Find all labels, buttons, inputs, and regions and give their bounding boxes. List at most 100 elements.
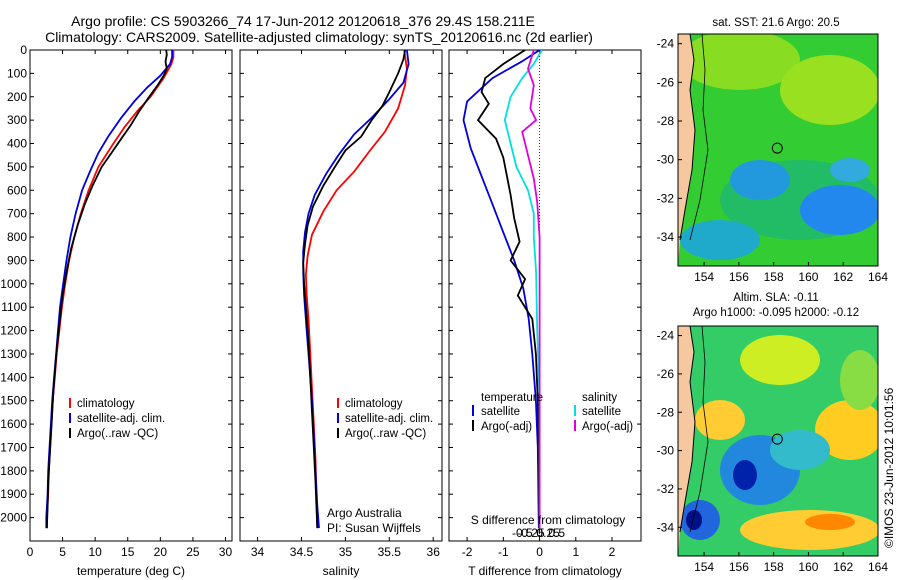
legend-label-satellite: satellite-adj. clim. [77, 413, 165, 425]
x-tick-label: 0 [536, 545, 543, 559]
depth-tick-label: 400 [7, 137, 27, 151]
lat-tick-label: -32 [657, 482, 675, 496]
lat-tick-label: -28 [657, 405, 675, 419]
argo-position-marker [771, 142, 783, 154]
sla-map-frame [677, 325, 879, 557]
x-tick-label: 34.5 [290, 545, 314, 559]
depth-tick-label: 0 [20, 43, 27, 57]
sla-map-panel: Altim. SLA: -0.11 Argo h1000: -0.095 h20… [657, 292, 889, 574]
legend-label-argo: Argo(..raw -QC) [345, 428, 426, 440]
salinity-xlabel: salinity [323, 564, 360, 578]
temperature-x-axis: 0 5 10 15 20 25 30 [27, 49, 233, 559]
difference-top-label: S difference from climatology [471, 513, 626, 527]
depth-tick-label: 1800 [0, 464, 27, 478]
salinity-lines [302, 50, 410, 529]
depth-tick-label: 200 [7, 90, 27, 104]
salinity-legend: climatology satellite-adj. clim. Argo(..… [337, 398, 433, 440]
lon-tick-label: 162 [833, 560, 853, 574]
depth-tick-label: 900 [7, 253, 27, 267]
x-tick-label: 5 [59, 545, 66, 559]
legend-label-temp-argo: Argo(-adj) [481, 421, 532, 433]
lon-tick-label: 156 [729, 270, 749, 284]
depth-tick-label: 1000 [0, 277, 27, 291]
salinity-axes [239, 49, 443, 542]
lat-tick-label: -26 [657, 75, 675, 89]
pi-note: PI: Susan Wijffels [327, 521, 421, 535]
top-tick-label: -0.25 [517, 526, 545, 540]
legend-heading-salinity: salinity [582, 392, 617, 404]
sla-map-image [678, 326, 878, 556]
depth-tick-label: 1300 [0, 347, 27, 361]
lon-tick-label: 164 [868, 560, 888, 574]
legend-label-satellite: satellite-adj. clim. [345, 413, 433, 425]
sla-map-title-line1: Altim. SLA: -0.11 [733, 292, 818, 304]
lat-tick-label: -26 [657, 367, 675, 381]
depth-tick-label: 1500 [0, 394, 27, 408]
depth-tick-label: 600 [7, 183, 27, 197]
top-tick-label: 0.25 [536, 526, 560, 540]
salinity-x-axis: 34 34.5 35 35.5 36 [240, 49, 442, 559]
x-tick-label: -2 [462, 545, 473, 559]
x-tick-label: 20 [154, 545, 168, 559]
lat-tick-label: -30 [657, 153, 675, 167]
legend-heading-temperature: temperature [481, 392, 543, 404]
argo-position-marker [771, 433, 783, 445]
x-tick-label: 30 [219, 545, 233, 559]
x-tick-label: 34 [251, 545, 265, 559]
lat-tick-label: -24 [657, 329, 675, 343]
lon-tick-label: 154 [694, 560, 714, 574]
lon-tick-label: 158 [764, 560, 784, 574]
legend-label-climatology: climatology [77, 398, 135, 410]
lon-tick-label: 160 [798, 270, 818, 284]
x-tick-label: 10 [88, 545, 102, 559]
x-tick-label: 15 [121, 545, 135, 559]
lon-tick-label: 162 [833, 270, 853, 284]
sla-map-title-line2: Argo h1000: -0.095 h2000: -0.12 [693, 307, 859, 319]
x-tick-label: 2 [609, 545, 616, 559]
sst-map-axes: 154 156 158 160 162 164 -24 -26 -28 -30 -32 -34 [657, 37, 889, 284]
lat-tick-label: -24 [657, 37, 675, 51]
difference-axes [448, 49, 642, 542]
legend-label-temp-satellite: satellite [481, 406, 520, 418]
depth-tick-label: 100 [7, 66, 27, 80]
x-tick-label: 35.5 [378, 545, 402, 559]
x-tick-label: 35 [339, 545, 353, 559]
depth-axis: 0 100 200 300 400 500 600 700 800 900 1000 1100 1200… [0, 43, 34, 525]
lon-tick-label: 156 [729, 560, 749, 574]
series-line-temperature-satellite [462, 50, 541, 529]
lon-tick-label: 158 [764, 270, 784, 284]
sst-map-frame [677, 33, 879, 267]
legend-label-sal-argo: Argo(-adj) [582, 421, 633, 433]
x-tick-label: 1 [572, 545, 579, 559]
difference-legend: temperature satellite Argo(-adj) salinit… [472, 392, 633, 433]
sla-map-axes: 154 156 158 160 162 164 -24 -26 -28 -30 -32 -34 [657, 329, 889, 574]
lat-tick-label: -34 [657, 520, 675, 534]
x-tick-label: 25 [186, 545, 200, 559]
top-tick-label: 0.5 [548, 526, 565, 540]
difference-lines [462, 50, 543, 541]
depth-tick-label: 2000 [0, 511, 27, 525]
legend-label-argo: Argo(..raw -QC) [77, 428, 158, 440]
depth-tick-label: 1700 [0, 440, 27, 454]
series-line-argo-raw-qc- [46, 50, 168, 529]
x-tick-label: -1 [498, 545, 509, 559]
temperature-lines [45, 50, 175, 529]
imos-watermark: ©IMOS 23-Jun-2012 10:01:56 [882, 387, 896, 548]
series-line-salinity-argo-adj- [521, 50, 541, 529]
depth-tick-label: 800 [7, 230, 27, 244]
figure-title-line2: Climatology: CARS2009. Satellite-adjuste… [45, 29, 593, 45]
lat-tick-label: -32 [657, 191, 675, 205]
sst-map-panel: sat. SST: 21.6 Argo: 20.5 154 156 158 160 16… [657, 17, 889, 284]
depth-tick-label: 1100 [1, 300, 27, 314]
lat-tick-label: -34 [657, 230, 675, 244]
depth-tick-label: 700 [7, 207, 27, 221]
temperature-xlabel: temperature (deg C) [77, 564, 185, 578]
depth-tick-label: 500 [7, 160, 27, 174]
temperature-legend: climatology satellite-adj. clim. Argo(..… [69, 398, 165, 440]
lat-tick-label: -28 [657, 114, 675, 128]
lat-tick-label: -30 [657, 444, 675, 458]
difference-xlabel: T difference from climatology [468, 564, 622, 578]
